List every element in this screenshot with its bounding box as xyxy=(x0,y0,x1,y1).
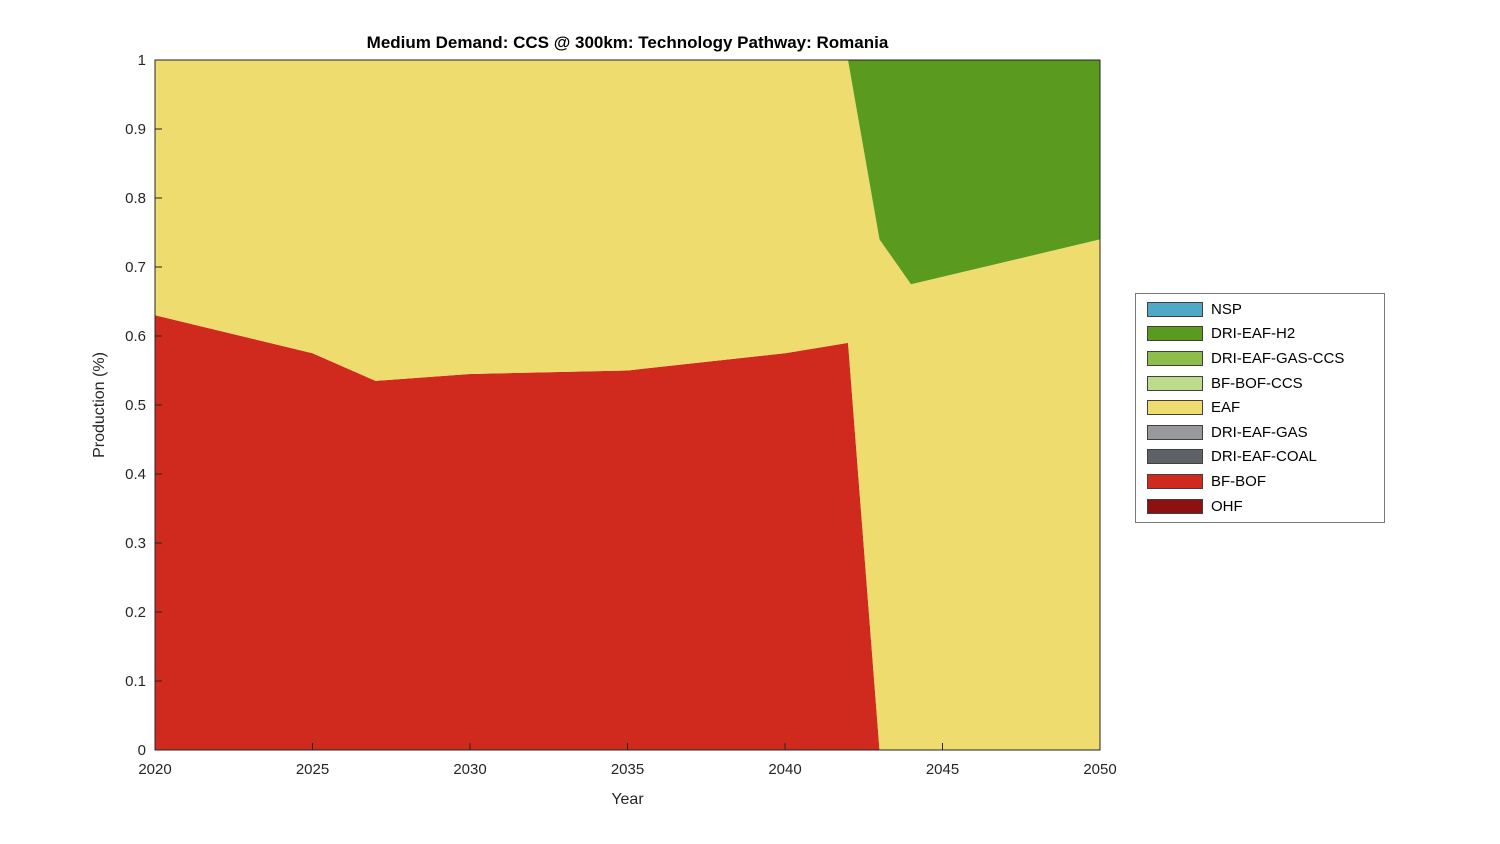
legend-item-ohf: OHF xyxy=(1147,494,1384,519)
x-tick-label: 2030 xyxy=(453,761,486,778)
legend-item-dri-eaf-h2: DRI-EAF-H2 xyxy=(1147,322,1384,347)
legend-swatch xyxy=(1147,350,1203,366)
y-tick-label: 0.1 xyxy=(125,673,146,690)
legend-swatch xyxy=(1147,375,1203,391)
legend-item-dri-eaf-coal: DRI-EAF-COAL xyxy=(1147,445,1384,470)
legend-label: DRI-EAF-COAL xyxy=(1211,448,1317,466)
area-BF-BOF xyxy=(155,315,1100,750)
legend-swatch xyxy=(1147,424,1203,440)
legend-label: OHF xyxy=(1211,497,1243,515)
legend-item-eaf: EAF xyxy=(1147,395,1384,420)
x-axis-label: Year xyxy=(611,791,644,808)
legend-swatch xyxy=(1147,498,1203,514)
y-tick-label: 0.4 xyxy=(125,466,146,483)
x-tick-label: 2045 xyxy=(926,761,959,778)
legend-item-dri-eaf-gas: DRI-EAF-GAS xyxy=(1147,420,1384,445)
x-tick-label: 2040 xyxy=(768,761,801,778)
legend-swatch xyxy=(1147,326,1203,342)
x-tick-label: 2025 xyxy=(296,761,329,778)
y-tick-label: 0.3 xyxy=(125,535,146,552)
y-tick-label: 0.5 xyxy=(125,397,146,414)
y-tick-label: 0.6 xyxy=(125,328,146,345)
legend-label: BF-BOF-CCS xyxy=(1211,374,1303,392)
y-tick-label: 0.8 xyxy=(125,190,146,207)
legend-swatch xyxy=(1147,449,1203,465)
area-DRI-EAF-H2 xyxy=(155,60,1100,285)
y-tick-label: 0.2 xyxy=(125,604,146,621)
x-tick-label: 2050 xyxy=(1083,761,1116,778)
y-tick-label: 0.7 xyxy=(125,259,146,276)
legend-label: DRI-EAF-H2 xyxy=(1211,325,1296,343)
legend-label: DRI-EAF-GAS xyxy=(1211,423,1308,441)
legend: NSP DRI-EAF-H2 DRI-EAF-GAS-CCS BF-BOF-CCS EA… xyxy=(1135,293,1385,523)
y-tick-label: 0 xyxy=(138,742,146,759)
legend-label: EAF xyxy=(1211,399,1241,417)
legend-item-bf-bof-ccs: BF-BOF-CCS xyxy=(1147,371,1384,396)
legend-item-dri-eaf-gas-ccs: DRI-EAF-GAS-CCS xyxy=(1147,346,1384,371)
legend-swatch xyxy=(1147,473,1203,489)
legend-item-nsp: NSP xyxy=(1147,297,1384,322)
area-EAF xyxy=(155,60,1100,750)
legend-label: BF-BOF xyxy=(1211,472,1266,490)
x-tick-label: 2035 xyxy=(611,761,644,778)
legend-label: NSP xyxy=(1211,300,1242,318)
legend-swatch xyxy=(1147,301,1203,317)
y-tick-label: 1 xyxy=(138,52,146,69)
legend-swatch xyxy=(1147,400,1203,416)
y-axis-label: Production (%) xyxy=(91,352,108,458)
legend-item-bf-bof: BF-BOF xyxy=(1147,469,1384,494)
legend-label: DRI-EAF-GAS-CCS xyxy=(1211,349,1345,367)
chart-title: Medium Demand: CCS @ 300km: Technology P… xyxy=(366,33,889,52)
y-tick-label: 0.9 xyxy=(125,121,146,138)
x-tick-label: 2020 xyxy=(138,761,171,778)
